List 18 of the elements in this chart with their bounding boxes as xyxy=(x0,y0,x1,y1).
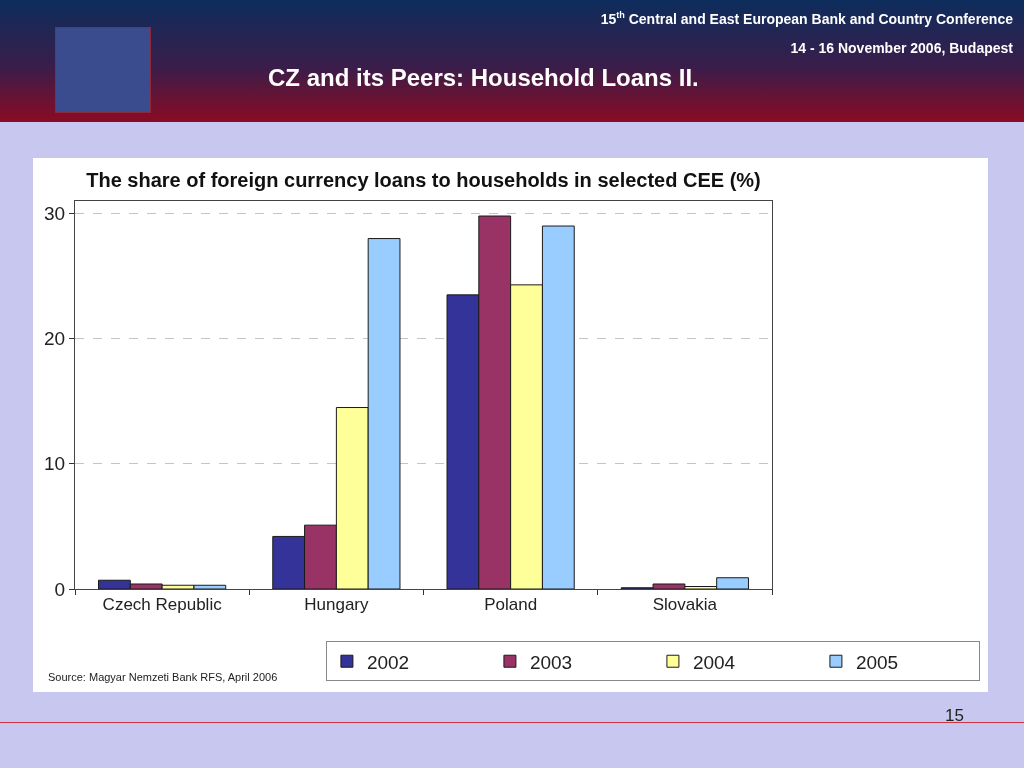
chart-subtitle: The share of foreign currency loans to households in selected CEE (%) xyxy=(86,169,761,192)
y-tick-label: 10 xyxy=(44,453,66,475)
chart-title: CZ and its Peers: Household Loans II. xyxy=(268,64,699,92)
text: 14 - 16 November 2006, Budapest xyxy=(790,40,1013,56)
source-note: Source: Magyar Nemzeti Bank RFS, April 2006 xyxy=(48,671,278,683)
x-tick-label: Slovakia xyxy=(652,595,718,615)
legend-label: 2005 xyxy=(855,651,899,673)
legend-label: 2003 xyxy=(529,651,573,673)
y-tick-label: 30 xyxy=(44,203,66,225)
y-tick-label: 0 xyxy=(54,578,66,600)
text: 15$^{th}$ Central and East European Bank and Country Conference xyxy=(600,10,1013,27)
y-tick-label: 20 xyxy=(44,328,66,350)
x-tick-label: Czech Republic xyxy=(102,595,223,615)
legend-label: 2002 xyxy=(366,651,410,673)
legend-label: 2004 xyxy=(692,651,736,673)
x-tick-label: Hungary xyxy=(304,595,369,615)
text: 15 xyxy=(945,706,964,726)
x-tick-label: Poland xyxy=(484,595,538,615)
